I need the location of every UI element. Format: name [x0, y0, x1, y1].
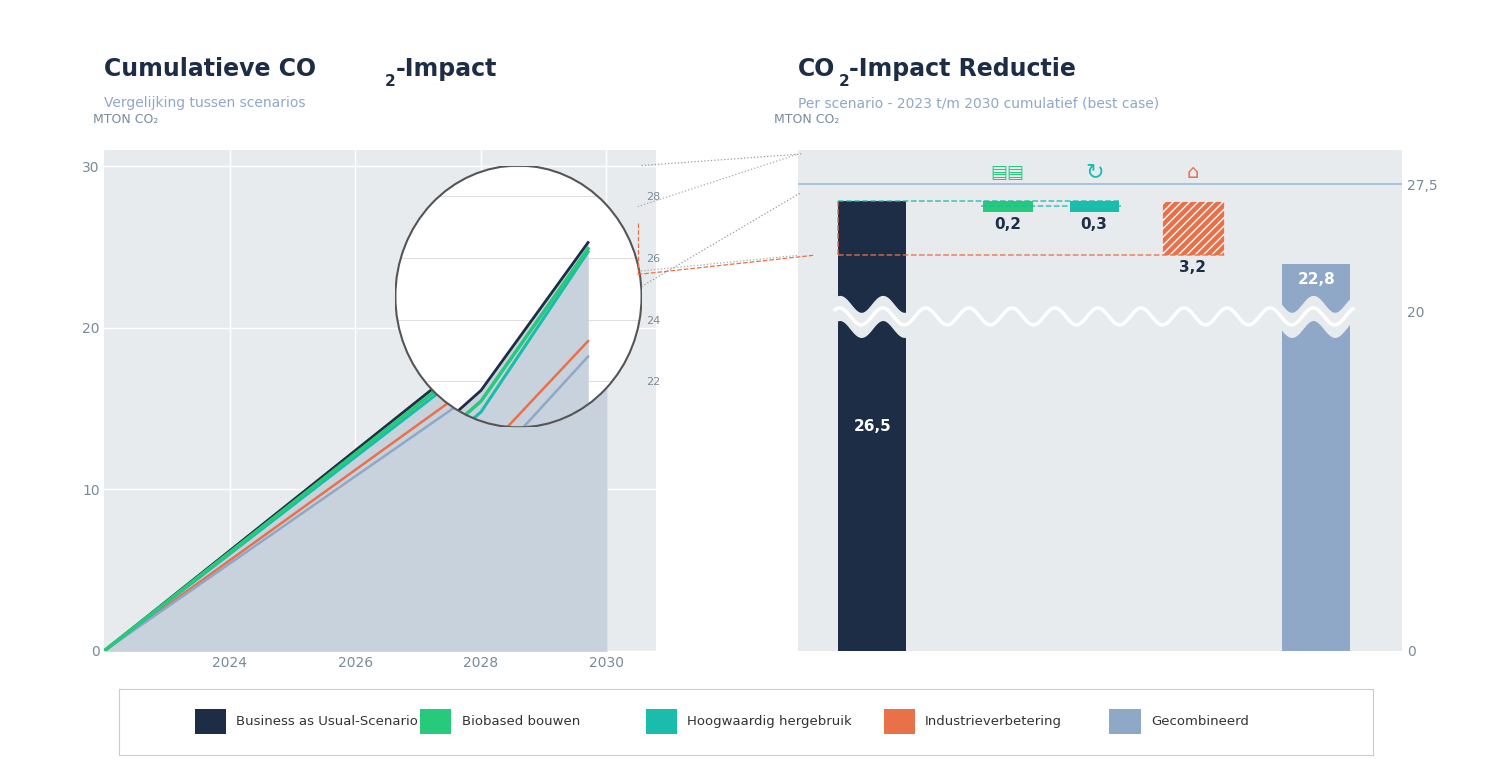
Text: ↻: ↻: [1085, 162, 1104, 182]
Text: 22,8: 22,8: [1297, 273, 1335, 287]
Text: -Impact Reductie: -Impact Reductie: [849, 57, 1076, 81]
Text: Per scenario - 2023 t/m 2030 cumulatief (best case): Per scenario - 2023 t/m 2030 cumulatief …: [798, 96, 1159, 110]
Bar: [839, 201, 906, 651]
FancyBboxPatch shape: [421, 708, 452, 734]
FancyBboxPatch shape: [883, 708, 915, 734]
Text: 0,2: 0,2: [994, 217, 1022, 233]
Text: 2: 2: [385, 74, 395, 89]
Text: 2: 2: [839, 74, 849, 89]
Text: -Impact: -Impact: [395, 57, 497, 81]
Text: Vergelijking tussen scenarios: Vergelijking tussen scenarios: [104, 96, 306, 110]
Bar: [1162, 201, 1223, 256]
Text: Gecombineerd: Gecombineerd: [1150, 715, 1249, 728]
Text: ▤▤: ▤▤: [991, 164, 1025, 182]
Text: MTON CO₂: MTON CO₂: [774, 112, 840, 126]
FancyBboxPatch shape: [1110, 708, 1141, 734]
Text: Industrieverbetering: Industrieverbetering: [925, 715, 1062, 728]
Text: 26,5: 26,5: [853, 419, 891, 434]
Text: 3,2: 3,2: [1179, 260, 1207, 276]
Text: Cumulatieve CO: Cumulatieve CO: [104, 57, 316, 81]
Text: MTON CO₂: MTON CO₂: [94, 112, 158, 126]
FancyBboxPatch shape: [646, 708, 677, 734]
Bar: [1282, 264, 1350, 651]
Text: Business as Usual-Scenario: Business as Usual-Scenario: [236, 715, 418, 728]
Bar: [1070, 201, 1119, 212]
Bar: [983, 201, 1032, 212]
Text: 0,3: 0,3: [1080, 217, 1107, 233]
Text: ⌂: ⌂: [1186, 163, 1200, 182]
Text: Hoogwaardig hergebruik: Hoogwaardig hergebruik: [688, 715, 852, 728]
Text: Biobased bouwen: Biobased bouwen: [461, 715, 580, 728]
Text: CO: CO: [798, 57, 836, 81]
FancyBboxPatch shape: [194, 708, 225, 734]
